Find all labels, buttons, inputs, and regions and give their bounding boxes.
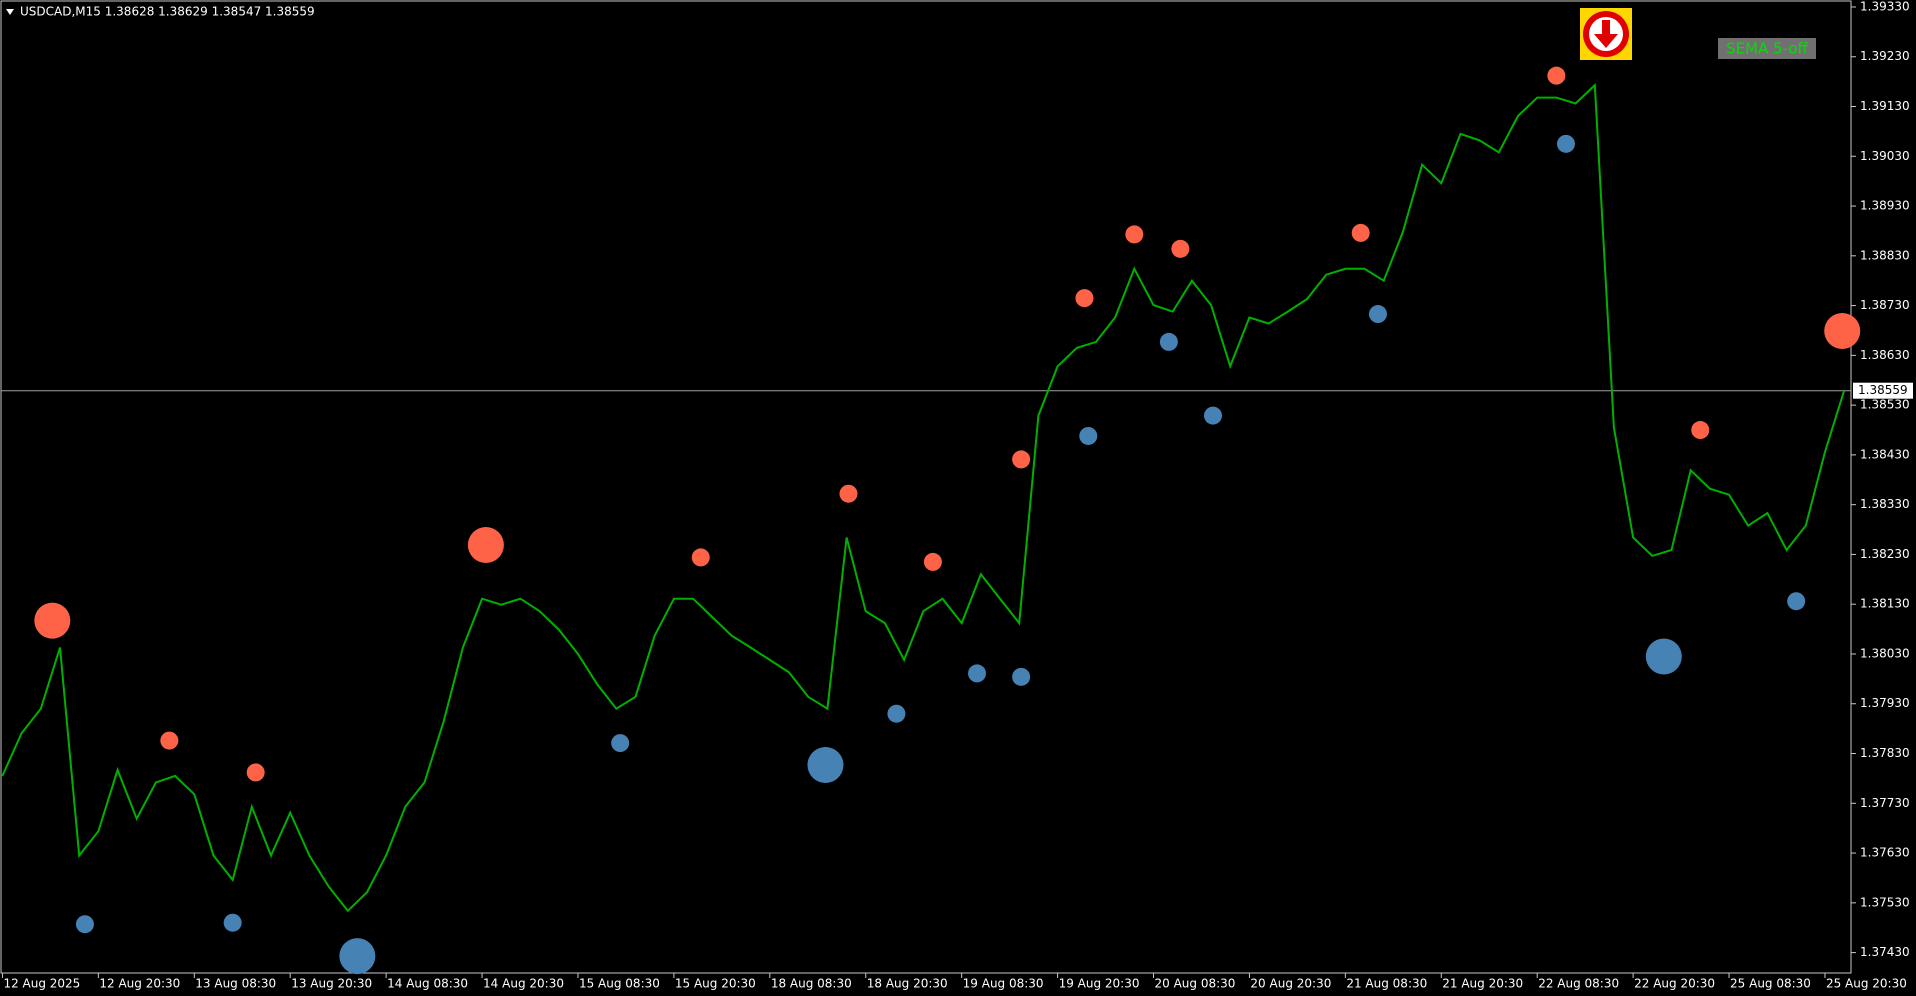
x-tick-label: 14 Aug 08:30 (387, 977, 468, 991)
y-tick-label: 1.38130 (1860, 597, 1910, 611)
swing-marker (1159, 332, 1178, 351)
x-tick-label: 20 Aug 20:30 (1250, 977, 1331, 991)
x-tick-label: 19 Aug 08:30 (963, 977, 1044, 991)
swing-marker (1351, 223, 1370, 242)
x-tick-label: 12 Aug 2025 (3, 977, 80, 991)
swing-marker (1075, 289, 1094, 308)
price-line-series (1, 82, 1846, 913)
y-tick-label: 1.38030 (1860, 646, 1910, 660)
swing-marker (1079, 426, 1098, 445)
y-tick-label: 1.38730 (1860, 298, 1910, 312)
swing-marker (1203, 406, 1222, 425)
swing-marker (1824, 312, 1861, 349)
swing-marker (807, 746, 844, 783)
x-tick-label: 15 Aug 08:30 (579, 977, 660, 991)
x-tick-label: 18 Aug 08:30 (771, 977, 852, 991)
y-tick-label: 1.38830 (1860, 248, 1910, 262)
y-tick-label: 1.39230 (1860, 49, 1910, 63)
swing-marker (968, 664, 987, 683)
x-tick-label: 21 Aug 20:30 (1442, 977, 1523, 991)
swing-marker (75, 915, 94, 934)
price-label: 1.38559 (1858, 383, 1908, 397)
swing-marker (1547, 66, 1566, 85)
y-tick-label: 1.39030 (1860, 149, 1910, 163)
swing-marker (339, 938, 376, 975)
swing-marker (160, 731, 179, 750)
x-tick-label: 13 Aug 20:30 (291, 977, 372, 991)
swing-marker (691, 548, 710, 567)
sema-button[interactable]: SEMA 5-off (1726, 40, 1808, 58)
y-tick-label: 1.37830 (1860, 746, 1910, 760)
x-tick-label: 22 Aug 20:30 (1634, 977, 1715, 991)
button-bg[interactable] (1718, 38, 1816, 59)
swing-marker (34, 602, 71, 639)
y-tick-label: 1.38430 (1860, 447, 1910, 461)
y-tick-label: 1.39330 (1860, 0, 1910, 13)
swing-marker (1125, 225, 1144, 244)
y-tick-label: 1.37930 (1860, 696, 1910, 710)
swing-marker (839, 484, 858, 503)
x-tick-label: 20 Aug 08:30 (1155, 977, 1236, 991)
y-tick-label: 1.38530 (1860, 398, 1910, 412)
sell-signal-icon (1580, 8, 1632, 60)
x-tick-label: 25 Aug 08:30 (1730, 977, 1811, 991)
chart-title: USDCAD,M15 1.38628 1.38629 1.38547 1.385… (20, 5, 315, 19)
menu-triangle[interactable] (6, 9, 14, 15)
x-tick-label: 19 Aug 20:30 (1059, 977, 1140, 991)
swing-marker (1012, 450, 1031, 469)
swing-marker (1012, 667, 1031, 686)
x-tick-label: 12 Aug 20:30 (99, 977, 180, 991)
swing-marker (246, 763, 265, 782)
y-tick-label: 1.37530 (1860, 895, 1910, 909)
swing-marker (1368, 305, 1387, 324)
swing-marker (1171, 239, 1190, 258)
y-tick-label: 1.38930 (1860, 199, 1910, 213)
x-tick-label: 13 Aug 08:30 (195, 977, 276, 991)
x-tick-label: 22 Aug 08:30 (1538, 977, 1619, 991)
y-tick-label: 1.38330 (1860, 497, 1910, 511)
swing-marker (887, 704, 906, 723)
swing-marker (611, 734, 630, 753)
swing-marker (1691, 421, 1710, 440)
x-tick-label: 18 Aug 20:30 (867, 977, 948, 991)
y-tick-label: 1.37430 (1860, 945, 1910, 959)
swing-marker (1556, 134, 1575, 153)
plot-frame (0, 0, 1852, 974)
y-tick-label: 1.38630 (1860, 348, 1910, 362)
x-tick-label: 14 Aug 20:30 (483, 977, 564, 991)
swing-marker (223, 913, 242, 932)
x-tick-label: 21 Aug 08:30 (1346, 977, 1427, 991)
price-label-bg (1853, 382, 1913, 399)
y-tick-label: 1.39130 (1860, 99, 1910, 113)
x-tick-label: 25 Aug 20:30 (1826, 977, 1907, 991)
y-tick-label: 1.37730 (1860, 796, 1910, 810)
y-tick-label: 1.37630 (1860, 846, 1910, 860)
swing-marker (1645, 638, 1682, 675)
swing-marker (923, 552, 942, 571)
swing-marker (1787, 592, 1806, 611)
swing-marker (467, 526, 504, 563)
x-tick-label: 15 Aug 20:30 (675, 977, 756, 991)
y-tick-label: 1.38230 (1860, 547, 1910, 561)
